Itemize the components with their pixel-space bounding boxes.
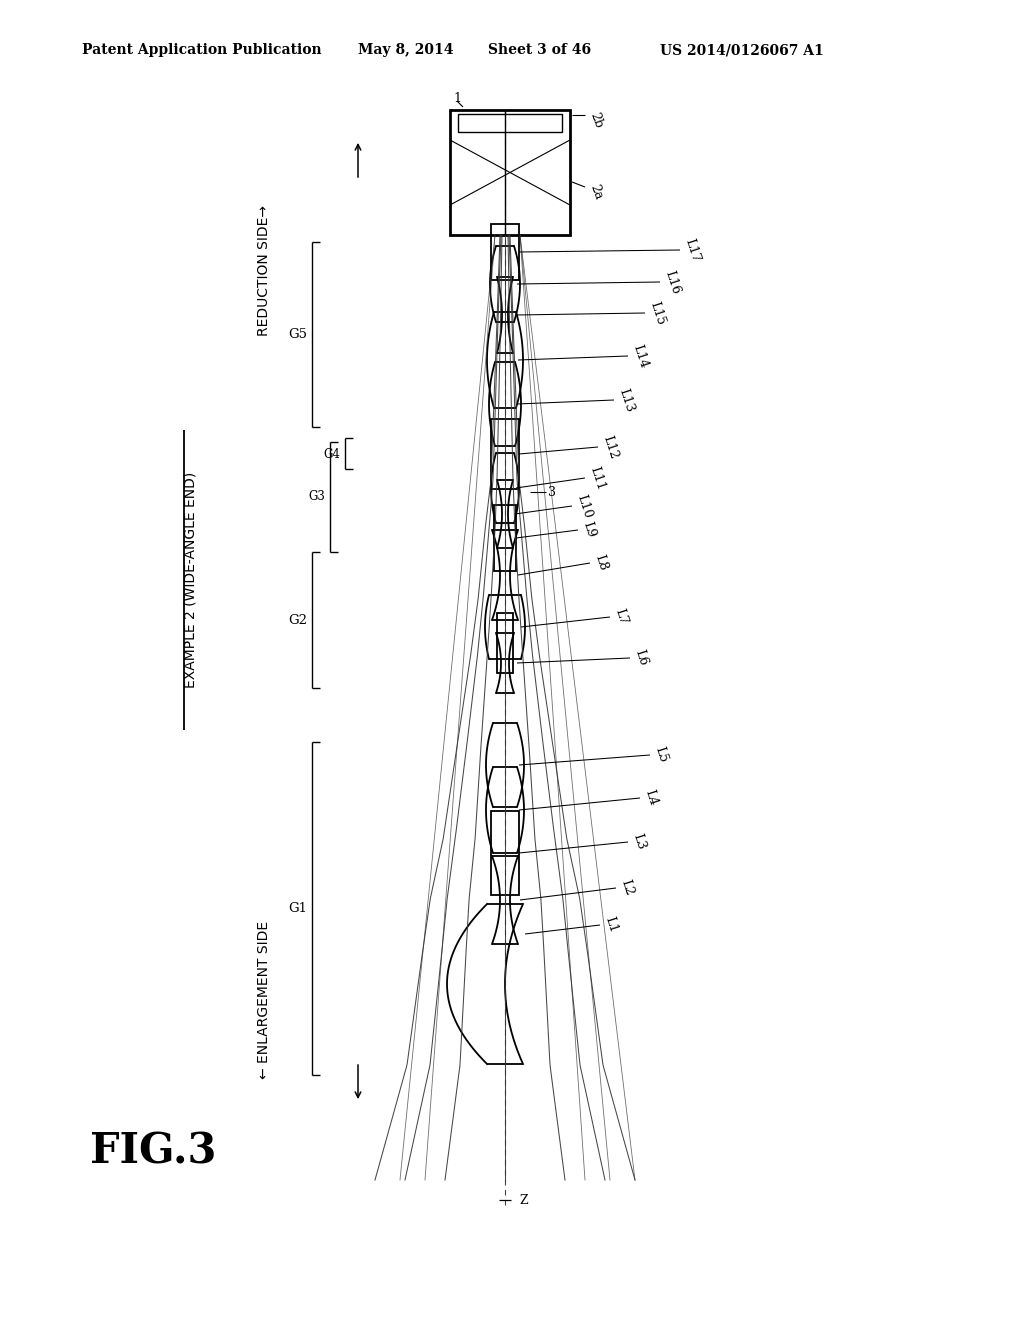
Text: L2: L2: [618, 878, 635, 898]
Text: G5: G5: [288, 329, 307, 342]
Text: 3: 3: [548, 486, 556, 499]
Text: REDUCTION SIDE→: REDUCTION SIDE→: [257, 205, 271, 335]
Text: L9: L9: [580, 520, 597, 540]
Text: Z: Z: [519, 1193, 527, 1206]
Bar: [490, 418, 519, 488]
Text: G3: G3: [308, 491, 325, 503]
Text: L13: L13: [616, 387, 636, 413]
Text: L3: L3: [630, 833, 647, 851]
Text: G4: G4: [324, 447, 340, 461]
Text: L4: L4: [642, 788, 659, 808]
Bar: [494, 506, 516, 572]
Text: L10: L10: [574, 492, 594, 520]
Text: EXAMPLE 2 (WIDE-ANGLE END): EXAMPLE 2 (WIDE-ANGLE END): [183, 471, 197, 688]
Text: L7: L7: [612, 607, 630, 627]
Text: L5: L5: [652, 746, 670, 764]
Text: May 8, 2014: May 8, 2014: [358, 44, 454, 57]
Bar: [490, 810, 519, 895]
Text: L8: L8: [592, 553, 609, 573]
Bar: [450, 110, 570, 235]
Text: G2: G2: [288, 614, 307, 627]
Bar: [490, 224, 519, 280]
Text: 2a: 2a: [587, 182, 604, 202]
Text: 2b: 2b: [587, 111, 605, 129]
Text: L17: L17: [682, 236, 701, 264]
Text: L12: L12: [600, 433, 620, 461]
Text: L6: L6: [632, 648, 649, 668]
Text: L11: L11: [587, 465, 607, 491]
Text: L1: L1: [602, 915, 620, 935]
Text: 1: 1: [453, 91, 461, 104]
Text: ← ENLARGEMENT SIDE: ← ENLARGEMENT SIDE: [257, 921, 271, 1078]
Text: US 2014/0126067 A1: US 2014/0126067 A1: [660, 44, 823, 57]
Text: L15: L15: [647, 300, 667, 326]
Text: L16: L16: [662, 268, 682, 296]
Text: G1: G1: [288, 902, 307, 915]
Text: L14: L14: [630, 342, 650, 370]
Text: Sheet 3 of 46: Sheet 3 of 46: [488, 44, 591, 57]
Bar: [458, 114, 562, 132]
Bar: [497, 612, 513, 673]
Text: Patent Application Publication: Patent Application Publication: [82, 44, 322, 57]
Text: FIG.3: FIG.3: [90, 1131, 216, 1173]
